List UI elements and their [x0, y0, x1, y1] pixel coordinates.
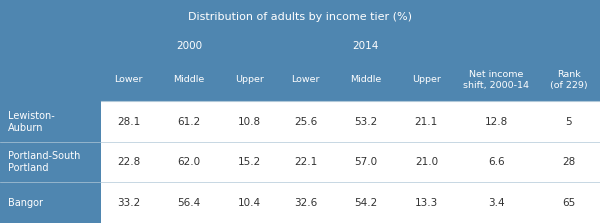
Text: 53.2: 53.2	[354, 117, 377, 127]
Text: 6.6: 6.6	[488, 157, 505, 167]
Text: 10.4: 10.4	[238, 198, 261, 208]
Text: 12.8: 12.8	[485, 117, 508, 127]
Text: 57.0: 57.0	[355, 157, 377, 167]
Text: Lewiston-
Auburn: Lewiston- Auburn	[8, 111, 55, 133]
Text: 3.4: 3.4	[488, 198, 505, 208]
Text: Upper: Upper	[235, 75, 264, 84]
Text: 22.1: 22.1	[294, 157, 317, 167]
Text: 22.8: 22.8	[117, 157, 140, 167]
Text: Bangor: Bangor	[8, 198, 43, 208]
Text: Upper: Upper	[412, 75, 441, 84]
Text: Rank
(of 229): Rank (of 229)	[550, 70, 588, 90]
Text: Lower: Lower	[291, 75, 320, 84]
Text: 10.8: 10.8	[238, 117, 261, 127]
Text: 25.6: 25.6	[294, 117, 317, 127]
Text: 2000: 2000	[176, 41, 202, 51]
Text: 61.2: 61.2	[178, 117, 201, 127]
Text: 54.2: 54.2	[354, 198, 377, 208]
Text: 28.1: 28.1	[117, 117, 140, 127]
Text: Lower: Lower	[115, 75, 143, 84]
Text: Net income
shift, 2000-14: Net income shift, 2000-14	[463, 70, 529, 90]
Text: 13.3: 13.3	[415, 198, 438, 208]
Bar	[101, 101, 600, 223]
Text: Portland-South
Portland: Portland-South Portland	[8, 151, 80, 173]
Text: 28: 28	[562, 157, 575, 167]
Text: 5: 5	[566, 117, 572, 127]
Text: 15.2: 15.2	[238, 157, 261, 167]
Text: 56.4: 56.4	[178, 198, 201, 208]
Text: Middle: Middle	[350, 75, 382, 84]
Text: 33.2: 33.2	[117, 198, 140, 208]
Text: Distribution of adults by income tier (%): Distribution of adults by income tier (%…	[188, 12, 412, 22]
Text: 21.1: 21.1	[415, 117, 438, 127]
Text: 65: 65	[562, 198, 575, 208]
Text: 62.0: 62.0	[178, 157, 201, 167]
Text: Middle: Middle	[173, 75, 205, 84]
Text: 21.0: 21.0	[415, 157, 438, 167]
Text: 32.6: 32.6	[294, 198, 317, 208]
Text: 2014: 2014	[353, 41, 379, 51]
